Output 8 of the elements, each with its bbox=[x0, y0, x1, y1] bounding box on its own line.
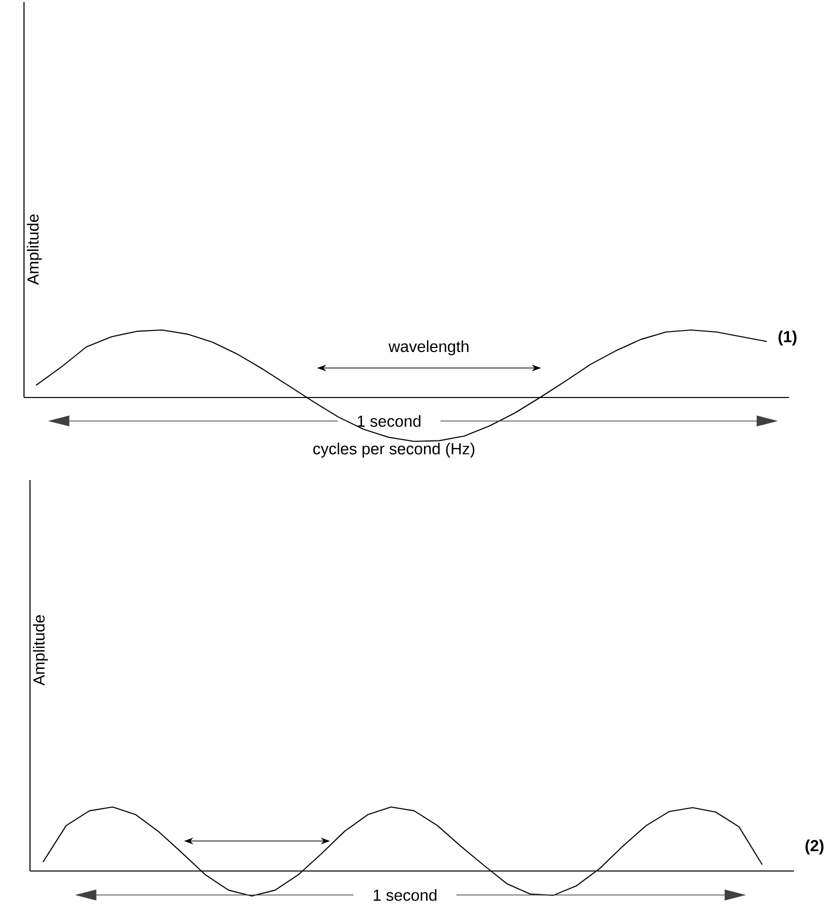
series-label: (1) bbox=[778, 330, 796, 346]
text: (2) bbox=[806, 840, 824, 854]
annotation: 1 second bbox=[358, 415, 420, 427]
y-axis-title: Amplitude bbox=[32, 615, 48, 686]
x-axis-title: cycles per second (Hz) bbox=[313, 442, 474, 458]
annotation: 1 second bbox=[374, 889, 436, 901]
y-axis-title: Amplitude bbox=[26, 214, 42, 285]
annotation: wavelength bbox=[388, 340, 468, 356]
